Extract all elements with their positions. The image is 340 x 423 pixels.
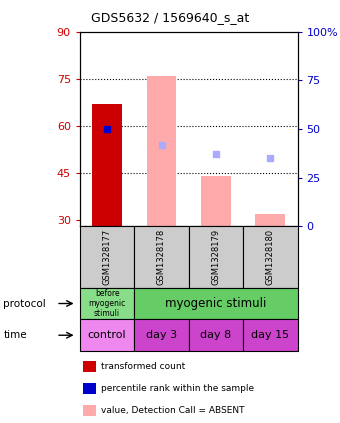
Bar xyxy=(201,176,231,226)
Text: GSM1328177: GSM1328177 xyxy=(103,229,112,285)
Text: transformed count: transformed count xyxy=(101,362,186,371)
Text: day 8: day 8 xyxy=(200,330,232,340)
Text: GSM1328178: GSM1328178 xyxy=(157,229,166,285)
Text: GDS5632 / 1569640_s_at: GDS5632 / 1569640_s_at xyxy=(91,11,249,24)
Bar xyxy=(92,104,122,226)
Text: before
myogenic
stimuli: before myogenic stimuli xyxy=(88,288,126,319)
Text: GSM1328179: GSM1328179 xyxy=(211,229,220,285)
Text: GSM1328180: GSM1328180 xyxy=(266,229,275,285)
Text: time: time xyxy=(3,330,27,340)
Text: value, Detection Call = ABSENT: value, Detection Call = ABSENT xyxy=(101,406,245,415)
Text: myogenic stimuli: myogenic stimuli xyxy=(165,297,267,310)
Text: protocol: protocol xyxy=(3,299,46,308)
Text: day 15: day 15 xyxy=(251,330,289,340)
Bar xyxy=(255,214,285,226)
Text: control: control xyxy=(88,330,126,340)
Text: day 3: day 3 xyxy=(146,330,177,340)
Bar xyxy=(147,76,176,226)
Text: percentile rank within the sample: percentile rank within the sample xyxy=(101,384,254,393)
